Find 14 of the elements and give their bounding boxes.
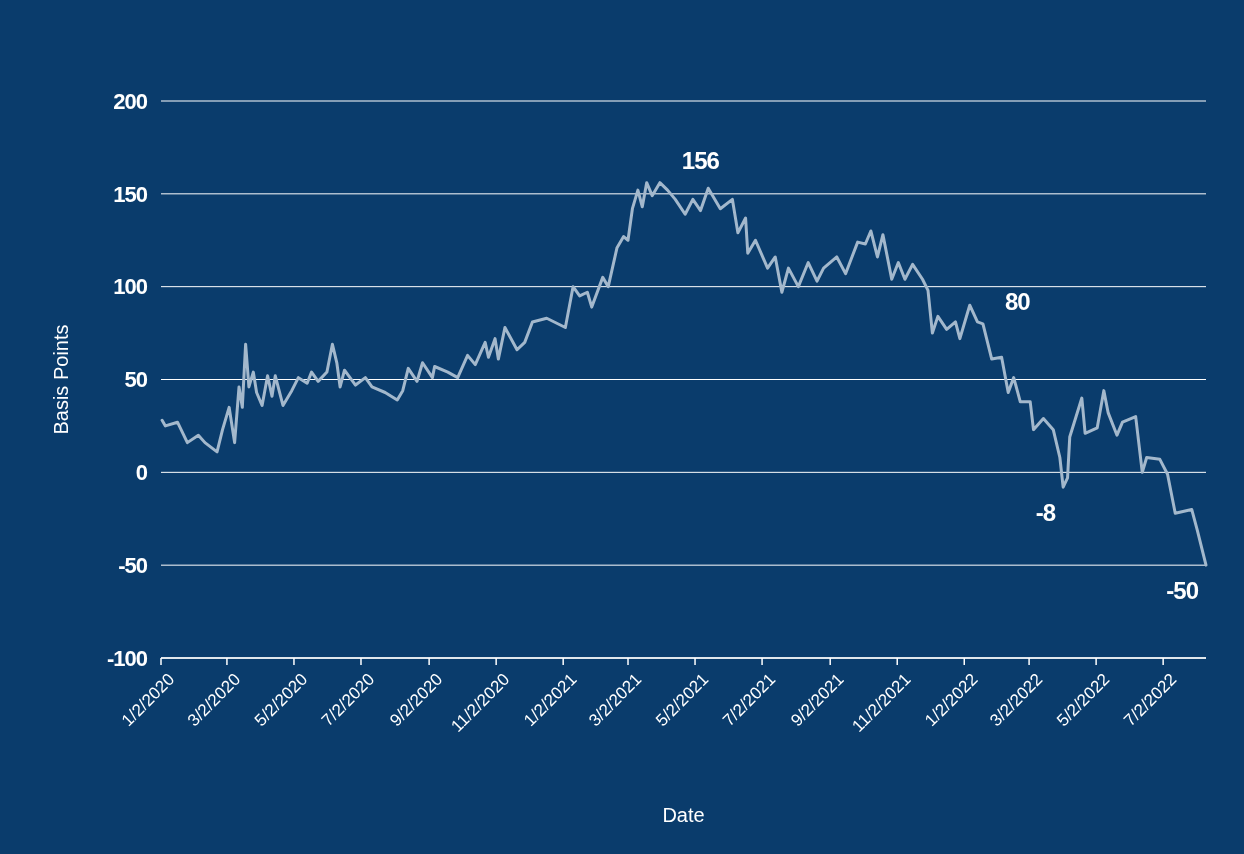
x-axis-title: Date bbox=[662, 804, 705, 826]
annotation: -50 bbox=[1166, 577, 1199, 605]
annotation: 80 bbox=[1004, 287, 1031, 315]
y-tick-label: 50 bbox=[124, 367, 148, 393]
y-tick-label: 0 bbox=[135, 460, 148, 486]
annotation: 156 bbox=[681, 146, 720, 174]
y-tick-label: 150 bbox=[113, 181, 148, 207]
line-series bbox=[160, 181, 1208, 567]
y-tick-label: -50 bbox=[118, 552, 148, 578]
annotation: -8 bbox=[1035, 499, 1056, 527]
y-tick-label: 200 bbox=[113, 88, 148, 114]
y-tick-label: -100 bbox=[106, 645, 148, 671]
y-axis-title: Basis Points bbox=[50, 324, 72, 435]
y-tick-label: 100 bbox=[113, 274, 148, 300]
